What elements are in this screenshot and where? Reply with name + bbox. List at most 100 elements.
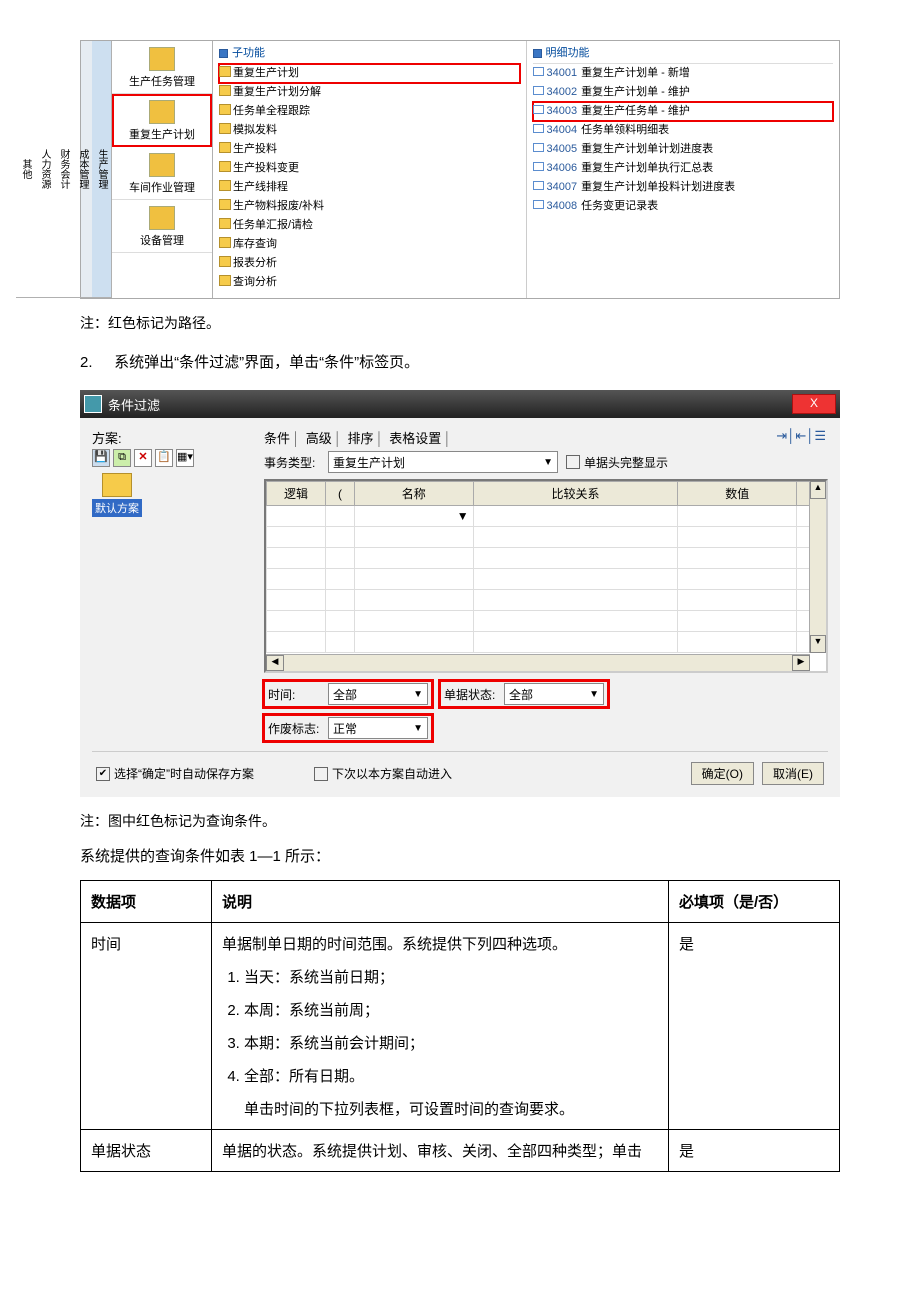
erp-detail-item[interactable]: 34005重复生产计划单计划进度表 — [533, 140, 834, 159]
delete-icon[interactable]: ✕ — [134, 449, 152, 467]
list-icon — [533, 162, 544, 171]
list-icon — [533, 200, 544, 209]
erp-sub-item[interactable]: 生产线排程 — [219, 178, 520, 197]
erp-detail-item[interactable]: 34002重复生产计划单 - 维护 — [533, 83, 834, 102]
scheme-label: 方案: — [92, 428, 252, 447]
full-display-checkbox[interactable] — [566, 455, 580, 469]
status-dropdown[interactable]: 全部▼ — [504, 683, 604, 705]
tab-condition[interactable]: 条件 — [264, 431, 290, 446]
list-icon — [533, 105, 544, 114]
erp-detail-item[interactable]: 34006重复生产计划单执行汇总表 — [533, 159, 834, 178]
erp-module[interactable]: 生产任务管理 — [112, 41, 212, 94]
erp-module[interactable]: 重复生产计划 — [112, 94, 212, 147]
table-row: 单据状态 单据的状态。系统提供计划、审核、关闭、全部四种类型；单击 是 — [81, 1130, 840, 1172]
status-label: 单据状态: — [444, 686, 504, 703]
query-conditions-table: 数据项 说明 必填项（是/否） 时间 单据制单日期的时间范围。系统提供下列四种选… — [80, 880, 840, 1172]
erp-detail-item[interactable]: 34001重复生产计划单 - 新增 — [533, 64, 834, 83]
erp-tab[interactable]: 生产管理 — [92, 41, 111, 298]
table-row: 时间 单据制单日期的时间范围。系统提供下列四种选项。 当天：系统当前日期；本周：… — [81, 923, 840, 1130]
time-dropdown[interactable]: 全部▼ — [328, 683, 428, 705]
scheme-panel: 方案: 💾 ⧉ ✕ 📋 ▦▾ 默认方案 — [92, 428, 252, 741]
time-filter: 时间: 全部▼ — [264, 681, 432, 707]
erp-sub-item[interactable]: 查询分析 — [219, 273, 520, 292]
paste-icon[interactable]: 📋 — [155, 449, 173, 467]
tab-table-settings[interactable]: 表格设置 — [389, 431, 441, 446]
view-icon[interactable]: ▦▾ — [176, 449, 194, 467]
type-dropdown[interactable]: 重复生产计划▼ — [328, 451, 558, 473]
erp-sub-item[interactable]: 模拟发料 — [219, 121, 520, 140]
status-filter: 单据状态: 全部▼ — [440, 681, 608, 707]
save-icon[interactable]: 💾 — [92, 449, 110, 467]
folder-icon — [219, 161, 231, 172]
erp-sub-item[interactable]: 生产投料 — [219, 140, 520, 159]
step-text: 系统弹出“条件过滤”界面，单击“条件”标签页。 — [114, 354, 419, 371]
step-number: 2. — [80, 354, 110, 371]
erp-detail-item[interactable]: 34004任务单领料明细表 — [533, 121, 834, 140]
erp-sub-functions: 子功能 重复生产计划重复生产计划分解任务单全程跟踪模拟发料生产投料生产投料变更生… — [213, 41, 527, 298]
erp-sub-item[interactable]: 库存查询 — [219, 235, 520, 254]
vertical-scrollbar[interactable]: ▲▼ — [809, 481, 826, 653]
autosave-checkbox[interactable]: ✔ — [96, 767, 110, 781]
erp-module-list: 生产任务管理重复生产计划车间作业管理设备管理 — [112, 41, 213, 298]
erp-sub-item[interactable]: 任务单汇报/请检 — [219, 216, 520, 235]
erp-sub-item[interactable]: 重复生产计划分解 — [219, 83, 520, 102]
grid-header: 逻辑 — [267, 482, 326, 506]
th-field: 数据项 — [81, 881, 212, 923]
type-label: 事务类型: — [264, 454, 328, 471]
condition-grid[interactable]: 逻辑(名称比较关系数值) ▼ ▲▼ ◀▶ — [264, 479, 828, 673]
erp-module[interactable]: 车间作业管理 — [112, 147, 212, 200]
default-scheme[interactable]: 默认方案 — [92, 473, 142, 517]
erp-detail-item[interactable]: 34008任务变更记录表 — [533, 197, 834, 216]
scheme-toolbar: 💾 ⧉ ✕ 📋 ▦▾ — [92, 449, 252, 467]
erp-col-title: 明细功能 — [533, 41, 834, 64]
erp-tab[interactable]: 财务会计 — [54, 41, 73, 298]
list-icon — [533, 124, 544, 133]
grid-header: 比较关系 — [473, 482, 678, 506]
module-icon — [149, 100, 175, 124]
erp-detail-item[interactable]: 34007重复生产计划单投料计划进度表 — [533, 178, 834, 197]
cancel-button[interactable]: 取消(E) — [762, 762, 824, 785]
autoenter-checkbox[interactable] — [314, 767, 328, 781]
folder-icon — [219, 142, 231, 153]
module-icon — [149, 153, 175, 177]
erp-tab[interactable]: 成本管理 — [73, 41, 92, 298]
folder-icon — [219, 66, 231, 77]
right-buttons[interactable]: ⇥│⇤│☰ — [776, 428, 826, 444]
dialog-body: 方案: 💾 ⧉ ✕ 📋 ▦▾ 默认方案 条件│ — [80, 418, 840, 797]
close-button[interactable]: X — [792, 394, 836, 414]
erp-sub-item[interactable]: 报表分析 — [219, 254, 520, 273]
type-line: 事务类型: 重复生产计划▼ 单据头完整显示 — [264, 451, 828, 473]
folder-icon — [219, 218, 231, 229]
folder-icon — [219, 104, 231, 115]
dialog-bottom: ✔ 选择“确定”时自动保存方案 下次以本方案自动进入 确定(O) 取消(E) — [92, 751, 828, 789]
filter-dialog: 条件过滤 X 方案: 💾 ⧉ ✕ 📋 ▦▾ 默认方案 — [80, 390, 840, 797]
void-dropdown[interactable]: 正常▼ — [328, 717, 428, 739]
tab-advanced[interactable]: 高级 — [306, 431, 332, 446]
erp-tab[interactable]: 人力资源 — [35, 41, 54, 298]
option-item: 本周：系统当前周； — [244, 999, 658, 1020]
erp-detail-functions: 明细功能 34001重复生产计划单 - 新增34002重复生产计划单 - 维护3… — [527, 41, 840, 298]
erp-tab[interactable]: 其他 — [16, 41, 35, 298]
square-icon — [219, 49, 228, 58]
erp-sub-item[interactable]: 生产投料变更 — [219, 159, 520, 178]
erp-module[interactable]: 设备管理 — [112, 200, 212, 253]
erp-sub-item[interactable]: 生产物料报废/补料 — [219, 197, 520, 216]
dialog-title: 条件过滤 — [108, 395, 792, 414]
horizontal-scrollbar[interactable]: ◀▶ — [266, 654, 810, 671]
cell-required: 是 — [669, 923, 840, 1130]
erp-detail-item[interactable]: 34003重复生产任务单 - 维护 — [533, 102, 834, 121]
folder-icon — [219, 123, 231, 134]
erp-sub-item[interactable]: 重复生产计划 — [219, 64, 520, 83]
void-filter: 作废标志: 正常▼ — [264, 715, 432, 741]
copy-icon[interactable]: ⧉ — [113, 449, 131, 467]
table-intro: 系统提供的查询条件如表 1—1 所示： — [80, 845, 840, 866]
time-label: 时间: — [268, 686, 328, 703]
scheme-list: 默认方案 — [92, 473, 252, 513]
chevron-down-icon: ▼ — [413, 723, 423, 734]
erp-sub-item[interactable]: 任务单全程跟踪 — [219, 102, 520, 121]
tab-sort[interactable]: 排序 — [348, 431, 374, 446]
dialog-titlebar: 条件过滤 X — [80, 390, 840, 418]
ok-button[interactable]: 确定(O) — [691, 762, 754, 785]
note-query: 注：图中红色标记为查询条件。 — [80, 811, 840, 831]
th-desc: 说明 — [212, 881, 669, 923]
